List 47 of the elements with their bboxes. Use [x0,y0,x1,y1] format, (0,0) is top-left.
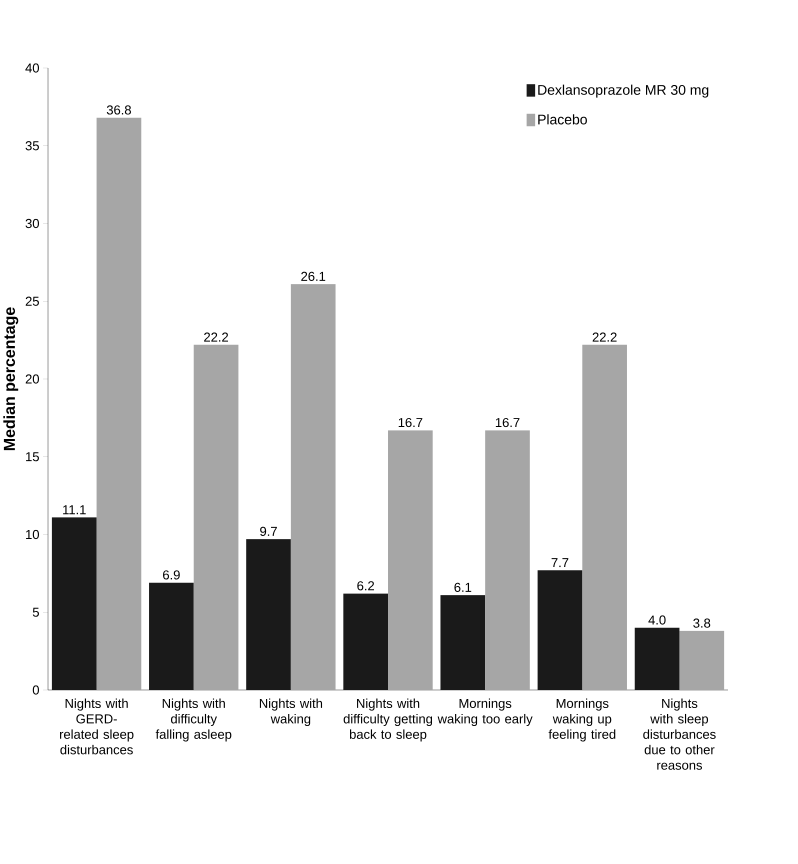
y-tick-label: 20 [26,374,40,384]
bar [485,430,530,690]
y-tick-label: 35 [26,141,40,150]
x-tick-label: Nights with GERD-related sleep disturbances [60,698,134,754]
data-label: 16.7 [398,418,423,428]
data-label: 36.8 [107,105,132,115]
data-label: 16.7 [496,418,520,428]
bar [680,630,724,690]
bar [582,344,628,690]
data-label: 6.1 [454,582,472,592]
y-tick-label: 40 [26,63,40,73]
x-tick-label: Mornings waking up feeling tired [548,698,616,742]
y-tick-label: 0 [32,685,40,695]
data-label: 4.0 [648,615,666,625]
bar [246,539,292,690]
x-tick-label: Nights with sleep disturbances due to other reasons [643,698,716,770]
x-tick-label: Nights with waking [260,698,322,726]
data-label: 7.7 [552,558,569,568]
data-label: 11.1 [63,505,86,514]
bar [291,284,336,690]
bar [344,594,388,690]
bar [538,570,582,690]
y-tick-label: 30 [26,218,40,228]
data-label: 26.1 [301,272,326,281]
bar [440,595,486,690]
data-label: 6.9 [163,570,180,580]
y-tick-label: 25 [26,296,40,306]
y-axis-title: Median percentage [4,307,18,450]
data-label: 6.2 [358,581,374,590]
x-tick-label: Nights with difficulty getting back to sleep [344,698,432,742]
y-tick-label: 15 [26,452,40,462]
bar [149,582,194,690]
data-label: 3.8 [693,618,710,628]
legend-label: Placebo [538,114,588,124]
data-label: 9.7 [260,526,278,536]
bar [96,118,142,690]
x-tick-label: Mornings waking too early [438,698,533,726]
x-tick-label: Nights with difficulty falling asleep [156,698,232,742]
data-label: 22.2 [592,332,617,342]
bar [634,628,680,690]
bar [194,344,239,690]
legend-label: Dexlansoprazole MR 30 mg [538,84,708,98]
y-tick-label: 5 [33,608,40,617]
bar [388,430,433,690]
y-tick-label: 10 [26,530,40,540]
bar [52,517,97,690]
data-label: 22.2 [204,332,228,342]
